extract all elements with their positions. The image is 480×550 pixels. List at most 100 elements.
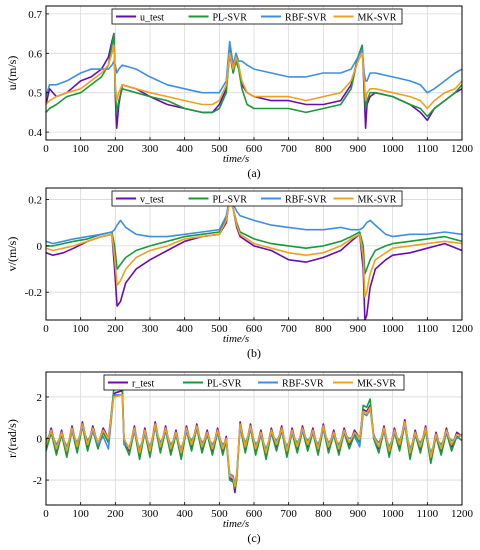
chart-panel-2: 0 100 200 300 400 500 600 700 800 900 1000 1100 1200… [5,187,474,360]
x-tick-label: 1200 [451,143,474,155]
legend-label: u_test [140,13,164,24]
legend-item-rbf: RBF-SVR [261,195,327,206]
x-tick-label: 700 [280,143,297,155]
y-tick-label: -0.2 [25,287,42,299]
x-tick-label: 0 [43,508,49,520]
x-tick-label: 700 [280,508,297,520]
x-tick-label: 100 [72,508,89,520]
x-tick-label: 1000 [382,323,405,335]
y-tick-label: 0.5 [28,88,42,100]
grid-lines [45,6,463,140]
x-tick-label: 600 [246,143,263,155]
panel-caption: (b) [247,346,261,360]
legend-label: PL-SVR [207,379,242,390]
x-tick-label: 300 [142,323,159,335]
legend: u_test PL-SVR RBF-SVR MK-SVR [111,8,403,25]
y-axis-label: u/(m/s) [5,56,19,91]
x-tick-label: 1100 [417,508,439,520]
chart-panel-3: 0 100 200 300 400 500 600 700 800 900 1000 1100 1200… [5,371,474,545]
x-tick-label: 0 [43,143,49,155]
legend-label: MK-SVR [357,379,396,390]
x-tick-label: 1200 [451,323,474,335]
x-tick-label: 1000 [382,508,405,520]
x-tick-label: 0 [43,323,49,335]
legend-label: r_test [132,379,154,390]
x-tick-label: 200 [107,323,124,335]
legend-item-mk: MK-SVR [333,195,397,206]
legend-label: PL-SVR [213,13,248,24]
x-tick-label: 900 [350,143,367,155]
x-tick-label: 1100 [417,143,439,155]
panel-caption: (a) [247,166,260,180]
x-tick-label: 900 [350,323,367,335]
series-line-mk [46,198,462,298]
x-tick-label: 1200 [451,508,474,520]
x-tick-label: 400 [176,508,193,520]
legend-item-rbf: RBF-SVR [261,13,327,24]
x-axis-label: time/s [223,153,249,165]
x-tick-label: 100 [72,143,89,155]
legend-item-test: u_test [116,13,164,24]
legend-item-mk: MK-SVR [333,379,396,390]
x-tick-label: 500 [211,323,228,335]
x-tick-label: 500 [211,508,228,520]
legend-label: MK-SVR [358,13,397,24]
x-axis-label: time/s [223,333,249,345]
legend-label: v_test [140,195,164,206]
legend-label: RBF-SVR [285,13,327,24]
y-axis-label: r/(rad/s) [5,419,19,458]
series-group [46,32,462,129]
y-tick-label: 0.4 [28,127,42,139]
legend-label: RBF-SVR [285,195,327,206]
y-tick-label: 0.6 [28,48,42,60]
y-tick-label: 0 [37,434,43,446]
legend-box [103,374,405,391]
y-tick-label: -2 [33,475,42,487]
series-group [46,196,462,320]
legend: v_test PL-SVR RBF-SVR MK-SVR [111,190,403,207]
x-tick-label: 800 [315,508,332,520]
x-axis-label: time/s [223,518,249,530]
y-axis-label: v/(m/s) [5,237,19,272]
series-line-rbf [46,40,462,97]
x-tick-label: 900 [350,508,367,520]
legend-item-pl: PL-SVR [188,195,248,206]
y-tick-label: 0 [37,241,43,253]
x-tick-label: 400 [176,143,193,155]
legend-item-test: r_test [108,379,154,390]
x-tick-label: 800 [315,143,332,155]
x-tick-label: 200 [107,508,124,520]
legend-item-test: v_test [116,195,164,206]
legend: r_test PL-SVR RBF-SVR MK-SVR [103,374,405,391]
series-line-rbf [46,196,462,245]
legend-item-pl: PL-SVR [188,13,248,24]
x-tick-label: 400 [176,323,193,335]
legend-label: RBF-SVR [282,379,324,390]
legend-item-rbf: RBF-SVR [258,379,324,390]
x-tick-label: 700 [280,323,297,335]
x-tick-label: 1100 [417,323,439,335]
x-tick-label: 200 [107,143,124,155]
x-tick-label: 300 [142,508,159,520]
legend-box [111,8,403,25]
legend-item-pl: PL-SVR [183,379,242,390]
x-tick-label: 600 [246,508,263,520]
x-tick-label: 1000 [382,143,405,155]
series-line-pl [46,32,462,118]
y-tick-label: 2 [37,392,43,404]
x-tick-label: 800 [315,323,332,335]
y-tick-label: 0.2 [28,195,42,207]
legend-label: MK-SVR [358,195,397,206]
x-tick-label: 300 [142,143,159,155]
y-tick-label: 0.7 [28,9,42,21]
chart-panel-1: 0 100 200 300 400 500 600 700 800 900 1000 1100 1200… [5,5,474,180]
x-tick-label: 500 [211,143,228,155]
x-tick-label: 600 [246,323,263,335]
panel-caption: (c) [247,531,260,545]
series-line-mk [46,394,462,488]
legend-item-mk: MK-SVR [333,13,397,24]
series-line-mk [46,44,462,110]
legend-label: PL-SVR [213,195,248,206]
legend-box [111,190,403,207]
